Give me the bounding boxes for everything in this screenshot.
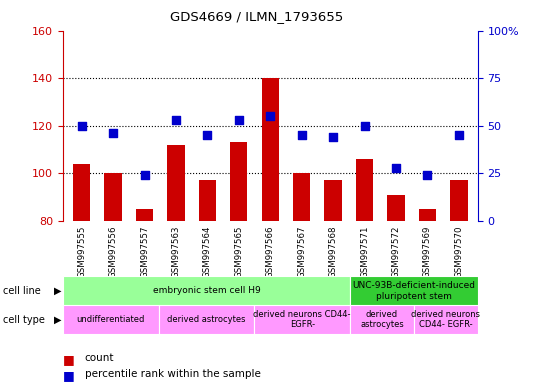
- Bar: [63, 305, 158, 334]
- Text: UNC-93B-deficient-induced
pluripotent stem: UNC-93B-deficient-induced pluripotent st…: [352, 281, 476, 301]
- Text: GSM997563: GSM997563: [171, 225, 181, 278]
- Point: [423, 172, 432, 178]
- Text: cell line: cell line: [3, 286, 40, 296]
- Point: [171, 117, 180, 123]
- Point: [266, 113, 275, 119]
- Bar: [350, 305, 414, 334]
- Bar: [199, 180, 216, 221]
- Text: ▶: ▶: [54, 314, 61, 325]
- Text: GSM997557: GSM997557: [140, 225, 149, 278]
- Bar: [136, 209, 153, 221]
- Text: GSM997571: GSM997571: [360, 225, 369, 278]
- Bar: [104, 173, 122, 221]
- Text: GSM997568: GSM997568: [329, 225, 337, 278]
- Bar: [387, 195, 405, 221]
- Bar: [419, 209, 436, 221]
- Text: GSM997566: GSM997566: [266, 225, 275, 278]
- Text: GSM997567: GSM997567: [297, 225, 306, 278]
- Bar: [414, 305, 478, 334]
- Text: embryonic stem cell H9: embryonic stem cell H9: [152, 286, 260, 295]
- Point: [203, 132, 212, 138]
- Bar: [230, 142, 247, 221]
- Bar: [350, 276, 478, 305]
- Text: count: count: [85, 353, 114, 363]
- Text: GSM997556: GSM997556: [109, 225, 117, 278]
- Point: [298, 132, 306, 138]
- Text: GDS4669 / ILMN_1793655: GDS4669 / ILMN_1793655: [170, 10, 343, 23]
- Point: [109, 130, 117, 136]
- Point: [234, 117, 243, 123]
- Point: [140, 172, 149, 178]
- Bar: [63, 276, 350, 305]
- Text: ■: ■: [63, 353, 75, 366]
- Text: GSM997564: GSM997564: [203, 225, 212, 278]
- Text: derived
astrocytes: derived astrocytes: [360, 310, 404, 329]
- Bar: [262, 78, 279, 221]
- Bar: [450, 180, 467, 221]
- Bar: [167, 145, 185, 221]
- Point: [454, 132, 463, 138]
- Bar: [254, 305, 350, 334]
- Point: [329, 134, 337, 140]
- Bar: [324, 180, 342, 221]
- Bar: [293, 173, 310, 221]
- Text: undifferentiated: undifferentiated: [76, 315, 145, 324]
- Text: GSM997555: GSM997555: [77, 225, 86, 278]
- Text: percentile rank within the sample: percentile rank within the sample: [85, 369, 260, 379]
- Point: [360, 123, 369, 129]
- Text: GSM997572: GSM997572: [391, 225, 401, 278]
- Bar: [158, 305, 254, 334]
- Text: ■: ■: [63, 369, 75, 382]
- Point: [78, 123, 86, 129]
- Text: GSM997570: GSM997570: [454, 225, 464, 278]
- Text: GSM997565: GSM997565: [234, 225, 244, 278]
- Text: ▶: ▶: [54, 286, 61, 296]
- Point: [391, 164, 400, 170]
- Text: GSM997569: GSM997569: [423, 225, 432, 278]
- Text: derived astrocytes: derived astrocytes: [167, 315, 246, 324]
- Text: derived neurons CD44-
EGFR-: derived neurons CD44- EGFR-: [253, 310, 351, 329]
- Text: cell type: cell type: [3, 314, 45, 325]
- Bar: [73, 164, 90, 221]
- Text: derived neurons
CD44- EGFR-: derived neurons CD44- EGFR-: [411, 310, 480, 329]
- Bar: [356, 159, 373, 221]
